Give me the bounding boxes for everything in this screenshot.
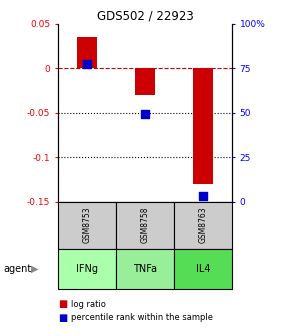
Text: GSM8753: GSM8753 bbox=[82, 207, 92, 244]
Bar bbox=[174, 202, 232, 249]
Text: ■: ■ bbox=[58, 299, 67, 309]
Text: agent: agent bbox=[3, 264, 31, 274]
Bar bbox=[174, 249, 232, 289]
Point bbox=[85, 62, 89, 67]
Point bbox=[143, 112, 147, 117]
Bar bbox=[135, 68, 155, 95]
Text: IFNg: IFNg bbox=[76, 264, 98, 274]
Bar bbox=[116, 249, 174, 289]
Bar bbox=[116, 202, 174, 249]
Bar bbox=[58, 202, 116, 249]
Text: log ratio: log ratio bbox=[71, 300, 106, 308]
Bar bbox=[193, 68, 213, 184]
Point bbox=[201, 194, 205, 199]
Bar bbox=[77, 37, 97, 68]
Bar bbox=[58, 249, 116, 289]
Text: TNFa: TNFa bbox=[133, 264, 157, 274]
Text: ■: ■ bbox=[58, 312, 67, 323]
Text: GSM8763: GSM8763 bbox=[198, 207, 208, 244]
Text: percentile rank within the sample: percentile rank within the sample bbox=[71, 313, 213, 322]
Title: GDS502 / 22923: GDS502 / 22923 bbox=[97, 9, 193, 23]
Text: GSM8758: GSM8758 bbox=[140, 207, 150, 243]
Text: ▶: ▶ bbox=[31, 264, 39, 274]
Text: IL4: IL4 bbox=[196, 264, 210, 274]
